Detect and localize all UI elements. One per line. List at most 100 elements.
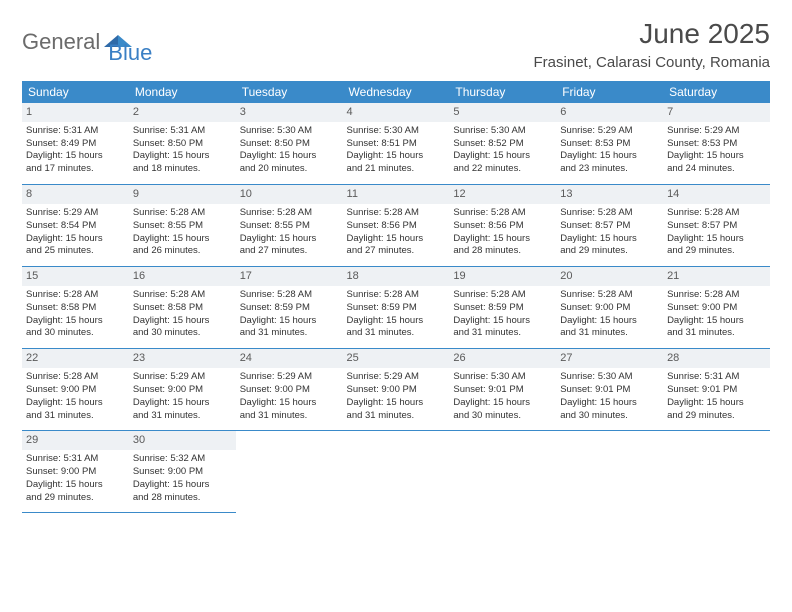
sunset-text: Sunset: 8:53 PM (560, 138, 659, 151)
sunset-text: Sunset: 8:53 PM (667, 138, 766, 151)
calendar-table: Sunday Monday Tuesday Wednesday Thursday… (22, 81, 770, 513)
day-number: 5 (449, 103, 556, 122)
sunrise-text: Sunrise: 5:30 AM (453, 125, 552, 138)
daylight-text: Daylight: 15 hours (240, 315, 339, 328)
calendar-week-row: 15Sunrise: 5:28 AMSunset: 8:58 PMDayligh… (22, 267, 770, 349)
daylight-text: and 29 minutes. (560, 245, 659, 258)
daylight-text: Daylight: 15 hours (133, 315, 232, 328)
location-label: Frasinet, Calarasi County, Romania (534, 54, 770, 71)
sunset-text: Sunset: 9:00 PM (560, 302, 659, 315)
calendar-day-cell: 28Sunrise: 5:31 AMSunset: 9:01 PMDayligh… (663, 349, 770, 431)
sunrise-text: Sunrise: 5:31 AM (26, 125, 125, 138)
sunrise-text: Sunrise: 5:31 AM (667, 371, 766, 384)
col-saturday: Saturday (663, 81, 770, 103)
day-number: 20 (556, 267, 663, 286)
daylight-text: Daylight: 15 hours (560, 233, 659, 246)
sunset-text: Sunset: 8:59 PM (347, 302, 446, 315)
sunset-text: Sunset: 8:51 PM (347, 138, 446, 151)
sunrise-text: Sunrise: 5:29 AM (240, 371, 339, 384)
calendar-day-cell: 20Sunrise: 5:28 AMSunset: 9:00 PMDayligh… (556, 267, 663, 349)
daylight-text: and 28 minutes. (133, 492, 232, 505)
calendar-day-cell: 23Sunrise: 5:29 AMSunset: 9:00 PMDayligh… (129, 349, 236, 431)
sunrise-text: Sunrise: 5:28 AM (667, 207, 766, 220)
daylight-text: Daylight: 15 hours (26, 397, 125, 410)
daylight-text: and 26 minutes. (133, 245, 232, 258)
daylight-text: Daylight: 15 hours (133, 233, 232, 246)
day-number: 30 (129, 431, 236, 450)
daylight-text: and 30 minutes. (560, 410, 659, 423)
day-number: 2 (129, 103, 236, 122)
daylight-text: Daylight: 15 hours (26, 315, 125, 328)
calendar-day-cell: 24Sunrise: 5:29 AMSunset: 9:00 PMDayligh… (236, 349, 343, 431)
daylight-text: and 31 minutes. (347, 327, 446, 340)
col-thursday: Thursday (449, 81, 556, 103)
sunrise-text: Sunrise: 5:28 AM (667, 289, 766, 302)
daylight-text: and 31 minutes. (26, 410, 125, 423)
daylight-text: and 30 minutes. (26, 327, 125, 340)
sunset-text: Sunset: 8:50 PM (240, 138, 339, 151)
calendar-day-cell: 22Sunrise: 5:28 AMSunset: 9:00 PMDayligh… (22, 349, 129, 431)
sunset-text: Sunset: 9:00 PM (667, 302, 766, 315)
day-number: 12 (449, 185, 556, 204)
sunrise-text: Sunrise: 5:28 AM (133, 207, 232, 220)
daylight-text: Daylight: 15 hours (560, 150, 659, 163)
calendar-week-row: 1Sunrise: 5:31 AMSunset: 8:49 PMDaylight… (22, 103, 770, 185)
sunset-text: Sunset: 8:57 PM (667, 220, 766, 233)
calendar-body: 1Sunrise: 5:31 AMSunset: 8:49 PMDaylight… (22, 103, 770, 513)
day-number: 21 (663, 267, 770, 286)
sunset-text: Sunset: 9:00 PM (133, 466, 232, 479)
sunrise-text: Sunrise: 5:29 AM (26, 207, 125, 220)
sunset-text: Sunset: 8:59 PM (240, 302, 339, 315)
sunset-text: Sunset: 9:00 PM (347, 384, 446, 397)
sunset-text: Sunset: 8:58 PM (26, 302, 125, 315)
daylight-text: and 17 minutes. (26, 163, 125, 176)
calendar-day-cell: 8Sunrise: 5:29 AMSunset: 8:54 PMDaylight… (22, 185, 129, 267)
calendar-week-row: 22Sunrise: 5:28 AMSunset: 9:00 PMDayligh… (22, 349, 770, 431)
calendar-day-cell (449, 431, 556, 513)
daylight-text: and 31 minutes. (453, 327, 552, 340)
daylight-text: Daylight: 15 hours (347, 150, 446, 163)
day-number: 28 (663, 349, 770, 368)
daylight-text: and 31 minutes. (560, 327, 659, 340)
daylight-text: and 24 minutes. (667, 163, 766, 176)
daylight-text: Daylight: 15 hours (26, 233, 125, 246)
daylight-text: and 27 minutes. (240, 245, 339, 258)
sunset-text: Sunset: 8:49 PM (26, 138, 125, 151)
calendar-day-cell: 27Sunrise: 5:30 AMSunset: 9:01 PMDayligh… (556, 349, 663, 431)
calendar-day-cell: 18Sunrise: 5:28 AMSunset: 8:59 PMDayligh… (343, 267, 450, 349)
sunset-text: Sunset: 9:01 PM (453, 384, 552, 397)
day-number: 14 (663, 185, 770, 204)
brand-logo: General Blue (22, 18, 152, 66)
calendar-day-cell (663, 431, 770, 513)
daylight-text: and 31 minutes. (240, 327, 339, 340)
sunset-text: Sunset: 8:56 PM (347, 220, 446, 233)
day-number: 8 (22, 185, 129, 204)
sunrise-text: Sunrise: 5:28 AM (560, 207, 659, 220)
calendar-day-cell: 26Sunrise: 5:30 AMSunset: 9:01 PMDayligh… (449, 349, 556, 431)
sunset-text: Sunset: 8:58 PM (133, 302, 232, 315)
sunrise-text: Sunrise: 5:29 AM (667, 125, 766, 138)
day-header-row: Sunday Monday Tuesday Wednesday Thursday… (22, 81, 770, 103)
sunrise-text: Sunrise: 5:28 AM (347, 289, 446, 302)
sunset-text: Sunset: 9:00 PM (240, 384, 339, 397)
calendar-day-cell: 9Sunrise: 5:28 AMSunset: 8:55 PMDaylight… (129, 185, 236, 267)
sunset-text: Sunset: 8:52 PM (453, 138, 552, 151)
daylight-text: Daylight: 15 hours (453, 397, 552, 410)
calendar-day-cell: 15Sunrise: 5:28 AMSunset: 8:58 PMDayligh… (22, 267, 129, 349)
daylight-text: and 25 minutes. (26, 245, 125, 258)
sunset-text: Sunset: 8:57 PM (560, 220, 659, 233)
calendar-day-cell: 17Sunrise: 5:28 AMSunset: 8:59 PMDayligh… (236, 267, 343, 349)
day-number: 13 (556, 185, 663, 204)
sunrise-text: Sunrise: 5:30 AM (347, 125, 446, 138)
calendar-day-cell: 19Sunrise: 5:28 AMSunset: 8:59 PMDayligh… (449, 267, 556, 349)
day-number: 11 (343, 185, 450, 204)
sunrise-text: Sunrise: 5:30 AM (453, 371, 552, 384)
day-number: 15 (22, 267, 129, 286)
sunset-text: Sunset: 8:50 PM (133, 138, 232, 151)
calendar-day-cell: 3Sunrise: 5:30 AMSunset: 8:50 PMDaylight… (236, 103, 343, 185)
daylight-text: Daylight: 15 hours (667, 233, 766, 246)
calendar-day-cell: 6Sunrise: 5:29 AMSunset: 8:53 PMDaylight… (556, 103, 663, 185)
daylight-text: Daylight: 15 hours (453, 233, 552, 246)
calendar-week-row: 29Sunrise: 5:31 AMSunset: 9:00 PMDayligh… (22, 431, 770, 513)
sunrise-text: Sunrise: 5:31 AM (26, 453, 125, 466)
